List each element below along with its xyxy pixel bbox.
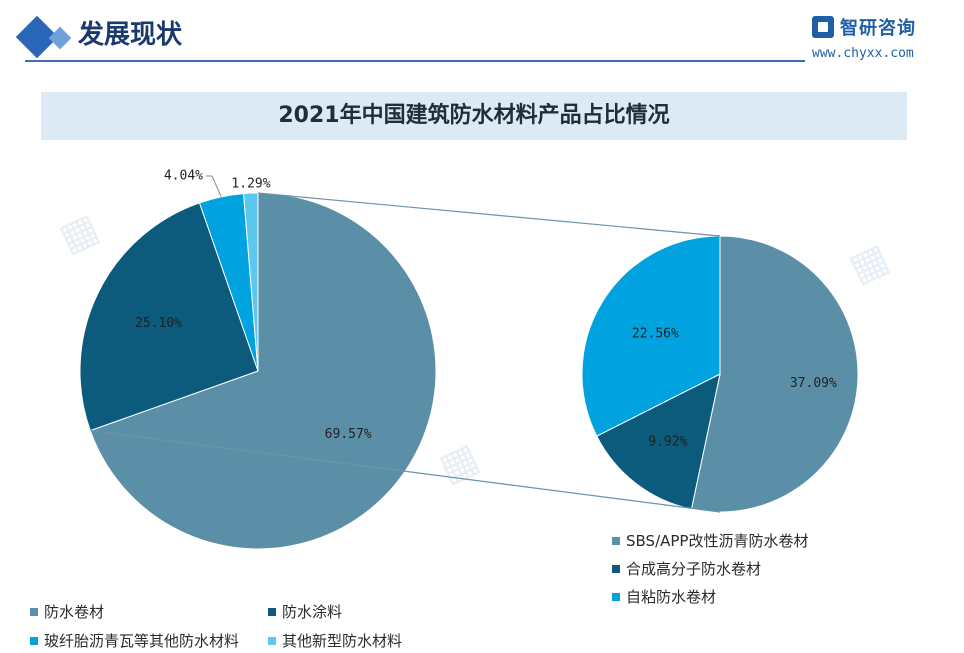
connector-line — [257, 192, 721, 237]
main-pie-slice — [243, 192, 259, 372]
secondary-pie-slice — [690, 235, 859, 513]
main-pie-slice — [89, 192, 437, 550]
data-label: 1.29% — [231, 177, 270, 192]
legend-label: 其他新型防水材料 — [282, 632, 403, 650]
connector-line — [90, 429, 721, 513]
legend-swatch — [30, 636, 38, 645]
chart-title: 2021年中国建筑防水材料产品占比情况 — [278, 103, 670, 128]
legend-swatch — [30, 607, 38, 616]
data-label: 69.57% — [325, 427, 372, 442]
page-title: 发展现状 — [78, 20, 183, 50]
legend-label: 玻纤胎沥青瓦等其他防水材料 — [44, 632, 240, 650]
data-label: 37.09% — [790, 376, 837, 391]
legend-label: 合成高分子防水卷材 — [626, 560, 762, 578]
data-label: 9.92% — [648, 434, 687, 449]
legend-item: 自粘防水卷材 — [612, 586, 716, 607]
brand-url: www.chyxx.com — [812, 46, 914, 61]
legend-swatch — [612, 592, 620, 601]
legend-item: 防水卷材 — [30, 601, 104, 622]
header-divider — [25, 60, 805, 62]
legend-swatch — [268, 607, 276, 616]
chart-title-band — [41, 92, 907, 140]
data-label: 25.10% — [135, 316, 182, 331]
legend-item: SBS/APP改性沥青防水卷材 — [612, 530, 808, 551]
brand-name: 智研咨询 — [840, 18, 916, 39]
legend-item: 其他新型防水材料 — [268, 630, 402, 651]
secondary-pie-slice — [581, 235, 721, 437]
legend-item: 防水涂料 — [268, 601, 342, 622]
brand: 智研咨询 — [812, 14, 916, 40]
data-label: 4.04% — [164, 169, 203, 184]
leader-line — [206, 175, 222, 198]
legend-label: SBS/APP改性沥青防水卷材 — [626, 532, 809, 550]
brand-logo-icon — [812, 16, 834, 38]
main-pie-slice — [79, 202, 259, 432]
legend-label: 防水涂料 — [282, 603, 343, 621]
data-label: 22.56% — [632, 327, 679, 342]
legend-item: 合成高分子防水卷材 — [612, 558, 761, 579]
legend-swatch — [268, 636, 276, 645]
legend-swatch — [612, 564, 620, 573]
legend-item: 玻纤胎沥青瓦等其他防水材料 — [30, 630, 239, 651]
legend-label: 防水卷材 — [44, 603, 105, 621]
legend-label: 自粘防水卷材 — [626, 588, 717, 606]
legend-swatch — [612, 536, 620, 545]
